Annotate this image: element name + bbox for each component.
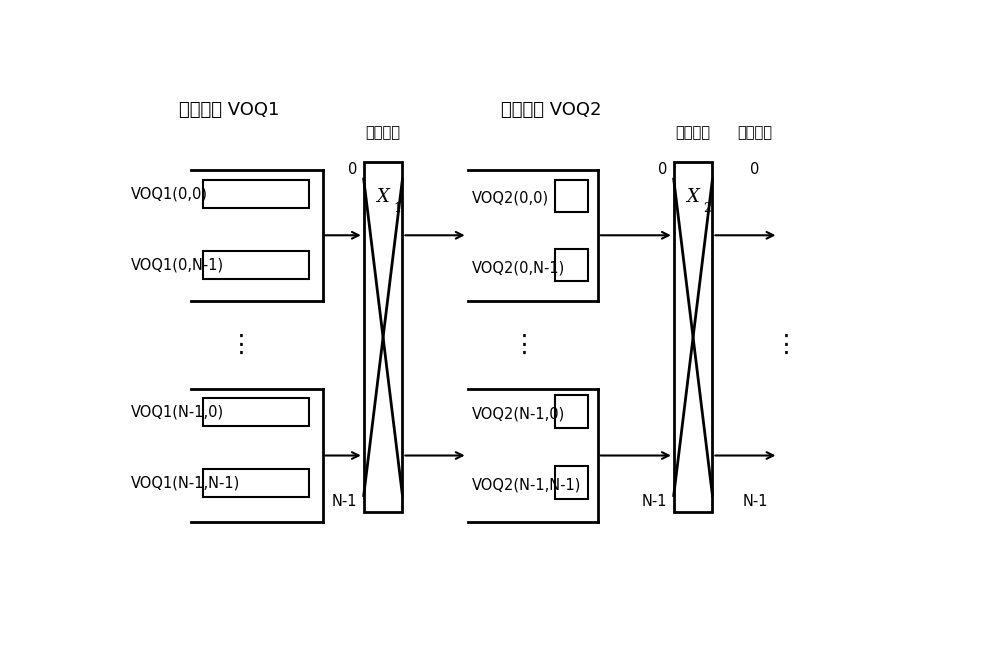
Bar [202,468,309,497]
Text: VOQ1(N-1,0): VOQ1(N-1,0) [130,405,224,420]
Text: X: X [377,188,390,206]
Text: 中间端口: 中间端口 [676,125,711,141]
Text: N-1: N-1 [742,494,768,509]
Text: VOQ1(0,0): VOQ1(0,0) [130,187,207,202]
Bar [555,466,588,499]
Text: X: X [687,188,700,206]
Text: VOQ2(0,0): VOQ2(0,0) [471,190,549,205]
Text: N-1: N-1 [332,494,358,509]
Text: 0: 0 [658,162,668,177]
Text: ⋮: ⋮ [229,333,254,356]
Bar [202,251,309,279]
Text: ⋮: ⋮ [774,333,799,356]
Text: ⋮: ⋮ [512,333,537,356]
Text: 1: 1 [393,202,401,215]
Bar [555,395,588,428]
Text: 中间缓存 VOQ2: 中间缓存 VOQ2 [501,101,602,119]
Text: VOQ2(N-1,N-1): VOQ2(N-1,N-1) [471,477,581,493]
Bar [364,162,402,513]
Text: 0: 0 [348,162,358,177]
Bar [555,180,588,212]
Text: 2: 2 [703,202,711,215]
Bar [674,162,712,513]
Text: VOQ2(N-1,0): VOQ2(N-1,0) [471,407,565,421]
Text: VOQ2(0,N-1): VOQ2(0,N-1) [471,261,565,276]
Text: N-1: N-1 [642,494,668,509]
Text: 0: 0 [750,162,760,177]
Text: 输入缓存 VOQ1: 输入缓存 VOQ1 [179,101,280,119]
Text: 输入端口: 输入端口 [366,125,401,141]
Bar [202,180,309,208]
Text: 输出端口: 输出端口 [738,125,773,141]
Bar [202,398,309,426]
Text: VOQ1(0,N-1): VOQ1(0,N-1) [130,258,224,273]
Text: VOQ1(N-1,N-1): VOQ1(N-1,N-1) [130,476,240,491]
Bar [555,249,588,282]
